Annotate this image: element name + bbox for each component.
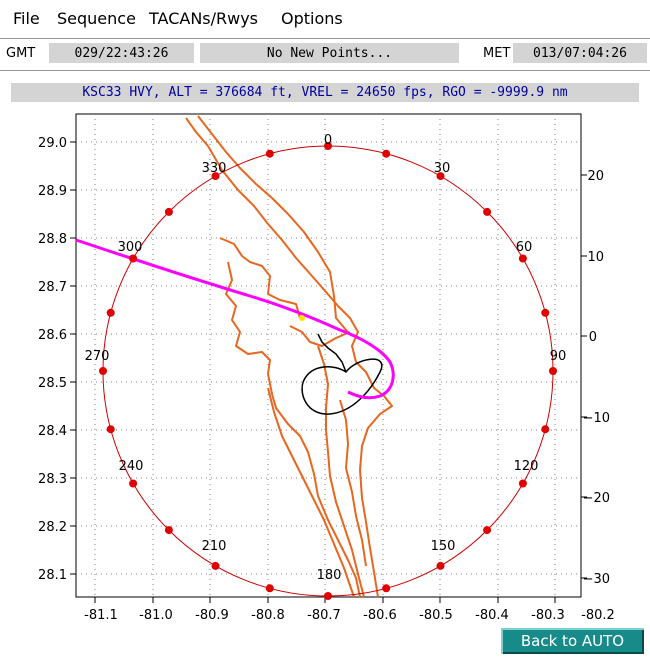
y-tick-label: 28.8	[38, 232, 67, 247]
met-label: MET	[483, 46, 511, 61]
x-tick-label: -80.5	[419, 608, 453, 623]
x-tick-label: -80.2	[581, 608, 615, 623]
right-tick-label: −30	[583, 572, 610, 587]
y-tick-label: 28.5	[38, 376, 67, 391]
right-tick-label: 10	[587, 250, 604, 265]
coastline	[185, 115, 393, 598]
y-tick-label: 28.7	[38, 280, 67, 295]
message-field: No New Points...	[200, 43, 459, 63]
vehicle-marker	[299, 315, 305, 321]
right-tick-label: 0	[589, 330, 597, 345]
y-tick-label: 28.2	[38, 520, 67, 535]
approach-trajectory	[301, 333, 383, 415]
y-tick-label: 28.9	[38, 184, 67, 199]
gmt-label: GMT	[6, 46, 36, 61]
x-tick-label: -80.4	[475, 608, 509, 623]
x-tick-label: -80.7	[307, 608, 341, 623]
bearing-label: 210	[202, 539, 227, 554]
x-tick-label: -81.1	[84, 608, 118, 623]
bearing-label: 0	[324, 133, 332, 148]
x-tick-label: -80.8	[251, 608, 285, 623]
ring-markers	[99, 142, 557, 600]
back-to-auto-button[interactable]: Back to AUTO	[501, 628, 644, 654]
x-tick-label: -80.3	[531, 608, 565, 623]
bearing-label: 180	[317, 568, 342, 583]
menu-sequence[interactable]: Sequence	[57, 9, 136, 28]
bearing-label: 270	[85, 349, 110, 364]
right-tick-label: 20	[587, 169, 604, 184]
left-axis-ticks	[70, 141, 76, 575]
y-tick-label: 28.6	[38, 328, 67, 343]
flight-info-bar: KSC33 HVY, ALT = 376684 ft, VREL = 24650…	[11, 83, 639, 102]
menu-tacans-rwys[interactable]: TACANs/Rwys	[149, 9, 259, 28]
met-value: 013/07:04:26	[513, 43, 647, 63]
bearing-label: 90	[550, 349, 567, 364]
x-tick-label: -80.9	[195, 608, 229, 623]
menu-bar: File Sequence TACANs/Rwys Options	[0, 0, 650, 38]
y-tick-label: 29.0	[38, 136, 67, 151]
y-tick-label: 28.3	[38, 472, 67, 487]
x-tick-label: -80.6	[363, 608, 397, 623]
grid-lines	[76, 114, 581, 597]
bearing-label: 60	[516, 240, 533, 255]
x-tick-label: -81.0	[139, 608, 173, 623]
bearing-label: 300	[118, 240, 143, 255]
bearing-label: 330	[202, 161, 227, 176]
plot-frame	[75, 113, 582, 598]
right-tick-label: −20	[583, 491, 610, 506]
menu-file[interactable]: File	[13, 9, 40, 28]
bearing-label: 150	[431, 539, 456, 554]
gmt-value: 029/22:43:26	[49, 43, 194, 63]
bearing-label: 240	[119, 459, 144, 474]
y-tick-label: 28.4	[38, 424, 67, 439]
bearing-label: 120	[514, 459, 539, 474]
bearing-label: 30	[434, 161, 451, 176]
right-tick-label: −10	[583, 411, 610, 426]
ground-track	[75, 238, 395, 400]
row-separator	[0, 70, 650, 71]
menu-separator	[0, 38, 650, 39]
right-axis-ticks	[581, 174, 587, 579]
y-tick-label: 28.1	[38, 568, 67, 583]
menu-options[interactable]: Options	[281, 9, 343, 28]
